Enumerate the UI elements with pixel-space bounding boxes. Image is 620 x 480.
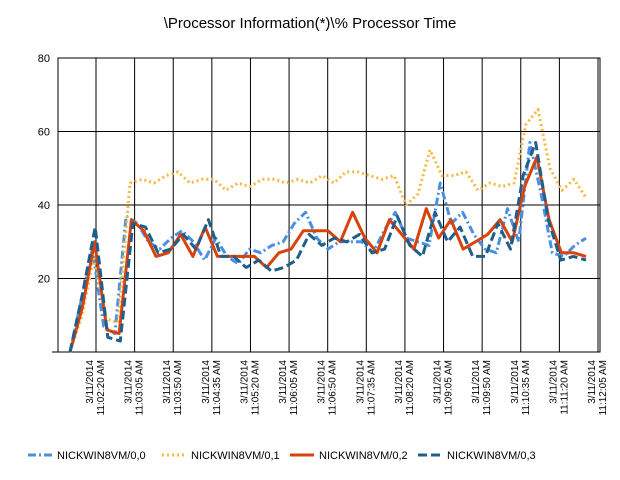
x-tick-time: 11:07:35 AM [366,360,377,415]
x-tick-date: 3/11/2014 [394,360,405,404]
legend-label-1: NICKWIN8VM/0,1 [191,450,280,462]
x-tick-date: 3/11/2014 [317,360,328,404]
x-tick-label: 3/11/2014 11:09:50 AM [471,360,493,416]
x-tick-time: 11:05:20 AM [250,360,261,415]
x-tick-time: 11:06:50 AM [328,360,339,415]
x-tick-date: 3/11/2014 [162,360,173,404]
x-tick-label: 3/11/2014 11:07:35 AM [355,360,377,416]
x-tick-label: 3/11/2014 11:06:50 AM [317,360,339,416]
x-tick-label: 3/11/2014 11:06:05 AM [278,360,300,416]
x-tick-date: 3/11/2014 [587,360,598,404]
x-tick-label: 3/11/2014 11:12:05 AM [587,360,609,416]
x-tick-label: 3/11/2014 11:04:35 AM [201,360,223,416]
y-tick-label: 80 [38,53,50,65]
plot-area [68,108,588,353]
x-tick-date: 3/11/2014 [510,360,521,404]
x-tick-time: 11:10:35 AM [521,360,532,415]
x-tick-label: 3/11/2014 11:05:20 AM [239,360,261,416]
x-tick-time: 11:09:05 AM [444,360,455,415]
y-tick-label: 40 [38,200,50,212]
x-tick-time: 11:08:20 AM [405,360,416,415]
x-tick-label: 3/11/2014 11:08:20 AM [394,360,416,416]
series-line-2 [68,155,587,353]
x-tick-label: 3/11/2014 11:02:20 AM [85,360,107,416]
x-tick-date: 3/11/2014 [548,360,559,404]
x-tick-label: 3/11/2014 11:03:05 AM [124,360,146,416]
x-tick-date: 3/11/2014 [355,360,366,404]
plot-frame [57,57,601,353]
legend-label-2: NICKWIN8VM/0,2 [319,450,408,462]
x-tick-time: 11:03:05 AM [135,360,146,415]
x-tick-date: 3/11/2014 [433,360,444,404]
legend: NICKWIN8VM/0,0 NICKWIN8VM/0,1 NICKWIN8VM/0… [28,450,536,462]
x-tick-label: 3/11/2014 11:11:20 AM [548,360,570,415]
chart-title: \Processor Information(*)\% Processor Ti… [164,15,457,32]
x-tick-time: 11:09:50 AM [482,360,493,415]
x-tick-time: 11:04:35 AM [212,360,223,415]
x-tick-time: 11:11:20 AM [559,360,570,415]
x-tick-label: 3/11/2014 11:09:05 AM [433,360,455,416]
series-line-1 [68,108,588,353]
x-tick-date: 3/11/2014 [239,360,250,404]
x-tick-date: 3/11/2014 [85,360,96,404]
grid [57,57,601,353]
x-axis: 3/11/2014 11:02:20 AM 3/11/2014 11:03:05 AM… [85,360,609,416]
x-tick-label: 3/11/2014 11:10:35 AM [510,360,532,416]
x-tick-time: 11:03:50 AM [173,360,184,415]
x-tick-date: 3/11/2014 [201,360,212,404]
x-tick-label: 3/11/2014 11:03:50 AM [162,360,184,416]
legend-label-3: NICKWIN8VM/0,3 [447,450,536,462]
x-tick-time: 11:02:20 AM [96,360,107,415]
x-tick-time: 11:12:05 AM [598,360,609,415]
x-tick-date: 3/11/2014 [124,360,135,404]
series-line-3 [68,141,587,353]
x-tick-date: 3/11/2014 [278,360,289,404]
x-tick-time: 11:06:05 AM [289,360,300,415]
y-tick-label: 20 [38,274,50,286]
y-tick-label: 60 [38,127,50,139]
legend-label-0: NICKWIN8VM/0,0 [57,450,146,462]
x-tick-date: 3/11/2014 [471,360,482,404]
y-axis: 20 40 60 80 [38,53,58,353]
